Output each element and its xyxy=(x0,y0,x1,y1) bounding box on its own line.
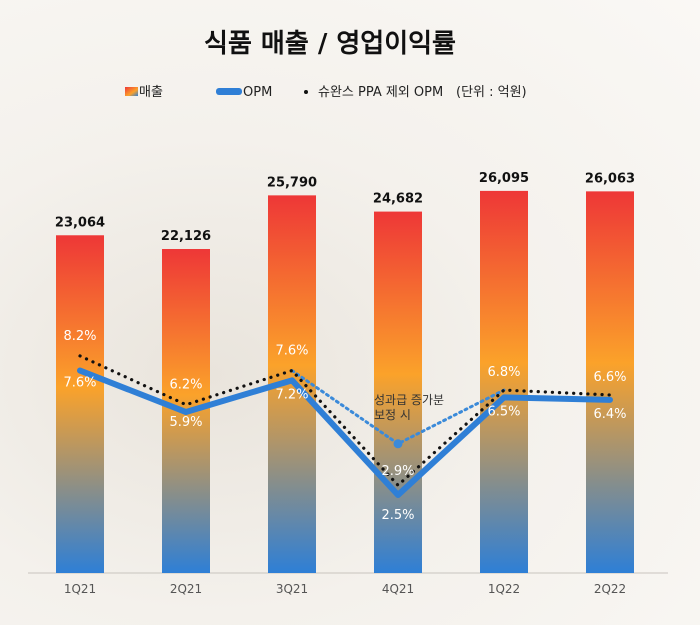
opm-label: 7.6% xyxy=(63,376,96,391)
ppa-opm-label: 6.6% xyxy=(593,370,626,385)
legend-label-opm: OPM xyxy=(243,85,272,100)
bars-layer xyxy=(56,190,634,573)
bar-value-label: 22,126 xyxy=(161,229,211,244)
ppa-opm-label: 7.6% xyxy=(275,344,308,359)
legend-swatch-ppa xyxy=(304,90,308,94)
bar-1Q21 xyxy=(56,235,104,573)
bar-1Q22 xyxy=(480,190,528,573)
legend-swatch-sales xyxy=(125,87,138,96)
x-tick-label: 2Q22 xyxy=(594,582,626,596)
ppa-opm-label: 8.2% xyxy=(63,329,96,344)
annotation-text: 보정 시 xyxy=(374,408,411,422)
opm-label: 6.5% xyxy=(487,404,520,419)
x-tick-label: 1Q21 xyxy=(64,582,96,596)
opm-line xyxy=(77,367,613,498)
ppa-excluded-opm-line xyxy=(78,354,612,488)
ppa-opm-label: 6.8% xyxy=(487,365,520,380)
bar-value-label: 25,790 xyxy=(267,175,317,190)
bar-value-label: 24,682 xyxy=(373,192,423,207)
chart-title: 식품 매출 / 영업이익률 xyxy=(204,29,456,59)
adjusted-opm-point xyxy=(393,439,403,449)
opm-label: 6.4% xyxy=(593,407,626,422)
bar-2Q22 xyxy=(586,191,634,573)
opm-label: 5.9% xyxy=(169,415,202,430)
ppa-opm-label: 6.2% xyxy=(169,378,202,393)
labels-layer: 23,064 1Q21 22,126 2Q21 25,790 3Q21 24,682 4Q21… xyxy=(55,171,635,596)
x-tick-label: 2Q21 xyxy=(170,582,202,596)
lines-layer xyxy=(77,354,613,498)
ppa-opm-label: 2.9% xyxy=(381,464,414,479)
x-tick-label: 4Q21 xyxy=(382,582,414,596)
legend: 매출 OPM 슈완스 PPA 제외 OPM (단위 : 억원) xyxy=(125,85,527,100)
unit-note: (단위 : 억원) xyxy=(456,85,527,100)
bar-value-label: 26,095 xyxy=(479,171,529,186)
opm-label: 7.2% xyxy=(275,387,308,402)
opm-label: 2.5% xyxy=(381,508,414,523)
legend-swatch-opm xyxy=(216,88,242,95)
x-tick-label: 3Q21 xyxy=(276,582,308,596)
annotation-text: 성과급 증가분 xyxy=(374,393,444,407)
legend-label-sales: 매출 xyxy=(139,85,163,100)
bar-4Q21 xyxy=(374,211,422,573)
bar-value-label: 23,064 xyxy=(55,215,105,230)
bar-value-label: 26,063 xyxy=(585,171,635,186)
legend-label-ppa: 슈완스 PPA 제외 OPM xyxy=(318,85,443,100)
x-tick-label: 1Q22 xyxy=(488,582,520,596)
